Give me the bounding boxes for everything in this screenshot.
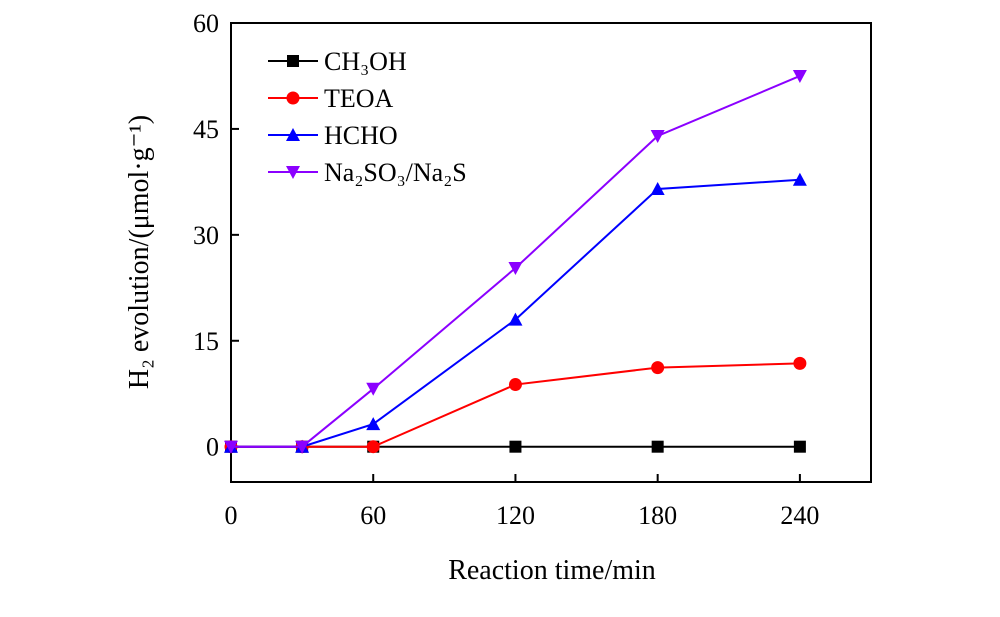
data-point: [508, 378, 522, 392]
x-tick-label: 0: [225, 501, 238, 530]
x-tick-label: 120: [496, 501, 535, 530]
data-point: [792, 69, 807, 83]
legend-item: Na₂SO₃/Na₂S: [268, 158, 467, 187]
legend-label: Na₂SO₃/Na₂S: [324, 158, 467, 187]
x-tick-label: 60: [360, 501, 386, 530]
data-point: [366, 417, 381, 431]
y-axis-label: H₂ evolution/(μmol·g⁻¹): [124, 115, 155, 389]
legend-marker: [286, 91, 300, 105]
data-point: [224, 440, 238, 454]
legend-marker: [287, 55, 299, 67]
data-point: [366, 440, 380, 454]
data-point: [651, 361, 665, 375]
data-point: [651, 440, 664, 453]
x-tick-label: 240: [780, 501, 819, 530]
legend-label: TEOA: [324, 84, 394, 113]
y-tick-label: 0: [206, 433, 219, 462]
plot-layer: 0 60 120 180 240 0 15 30 45 60: [193, 9, 872, 530]
data-point: [508, 312, 523, 326]
data-point: [509, 440, 522, 453]
legend-marker: [286, 128, 300, 141]
legend-item: HCHO: [268, 121, 398, 150]
legend-marker: [286, 166, 300, 179]
legend-item: TEOA: [268, 84, 394, 113]
x-tick-label: 180: [638, 501, 677, 530]
data-point: [508, 262, 523, 276]
y-tick-label: 30: [193, 221, 219, 250]
y-tick-label: 45: [193, 115, 219, 144]
y-tick-label: 15: [193, 327, 219, 356]
series-line: [231, 75, 801, 448]
data-point: [793, 356, 807, 370]
data-point: [793, 440, 806, 453]
data-point: [295, 440, 310, 454]
data-point: [366, 382, 381, 396]
legend: CH₃OH TEOA HCHO Na₂SO₃/Na₂S: [268, 47, 467, 187]
y-tick-label: 60: [193, 9, 219, 38]
series-3: [224, 69, 807, 454]
data-point: [650, 181, 665, 195]
series-2: [224, 172, 807, 453]
legend-label: HCHO: [324, 121, 398, 150]
plot-frame: [230, 22, 872, 483]
data-point: [650, 129, 665, 143]
x-axis-label: Reaction time/min: [448, 555, 656, 586]
data-point: [792, 172, 807, 186]
legend-item: CH₃OH: [268, 47, 407, 76]
legend-label: CH₃OH: [324, 47, 407, 76]
